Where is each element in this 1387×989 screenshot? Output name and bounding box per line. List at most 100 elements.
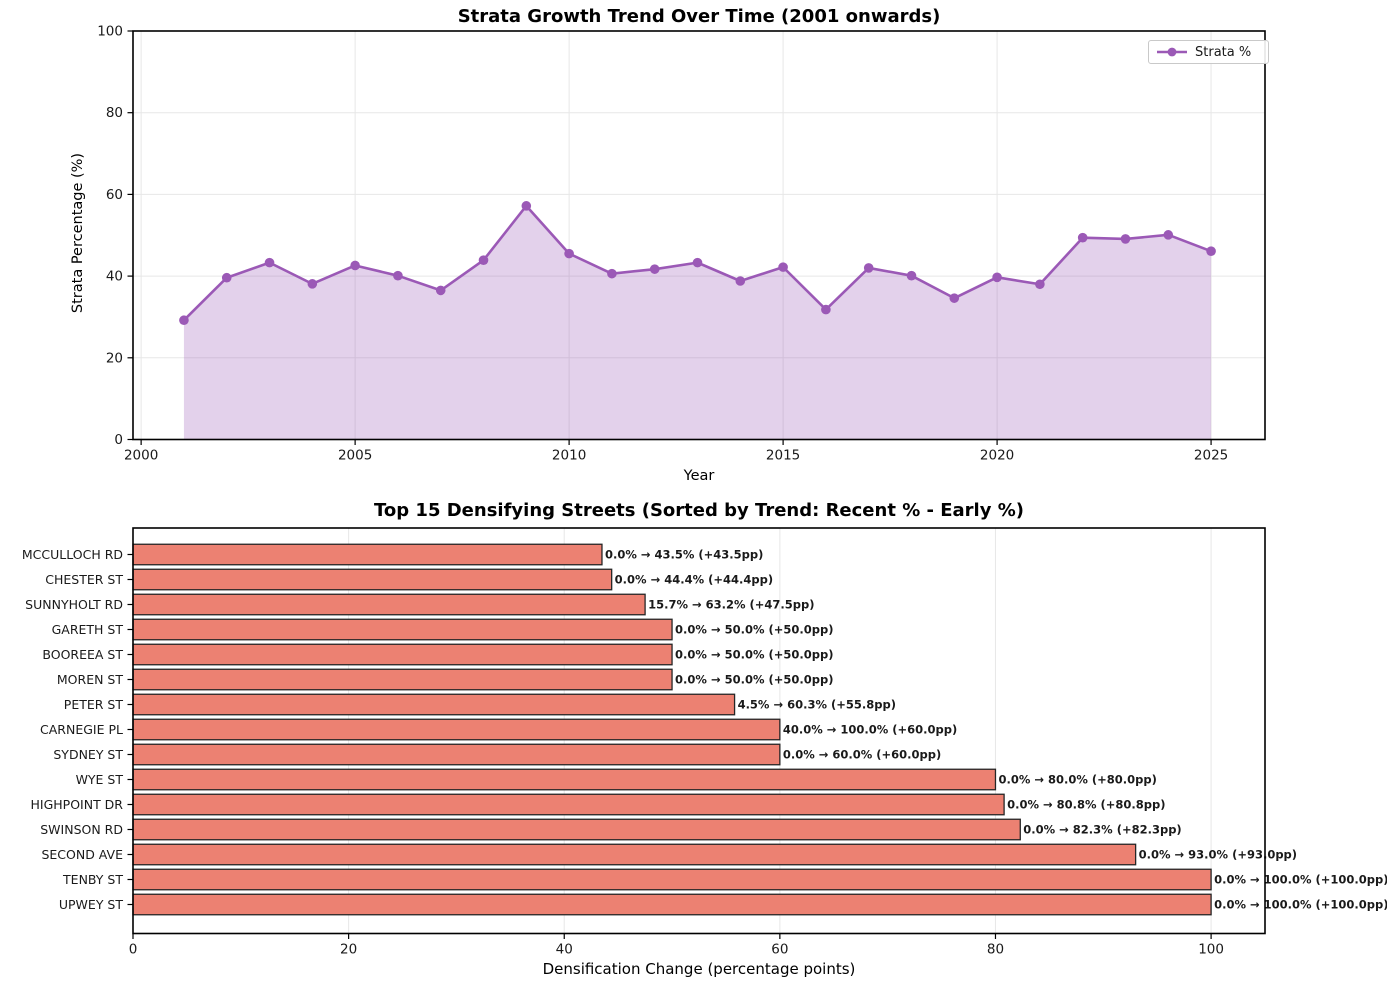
axes-frame (132, 30, 1266, 441)
bar (132, 693, 736, 716)
line-chart-title: Strata Growth Trend Over Time (2001 onwa… (457, 6, 941, 27)
category-label: UPWEY ST (59, 897, 123, 912)
x-tick-label: 60 (771, 942, 788, 958)
category-label: CHESTER ST (45, 572, 123, 587)
line-chart-ylabel: Strata Percentage (%) (70, 152, 86, 314)
y-tick-label: 80 (106, 105, 123, 121)
x-tick-label: 0 (129, 942, 138, 958)
data-point-marker (692, 257, 703, 268)
data-point-marker (735, 276, 746, 286)
x-tick-label: 2000 (124, 448, 158, 464)
legend: Strata % (1148, 40, 1269, 64)
bar (132, 643, 673, 666)
bar (132, 718, 781, 741)
y-tick-label: 20 (106, 350, 123, 366)
data-point-marker (1077, 232, 1088, 243)
data-point-marker (521, 201, 532, 211)
data-point-marker (393, 270, 403, 281)
data-point-marker (564, 248, 574, 259)
bar (132, 768, 997, 791)
bar (132, 843, 1137, 866)
data-point-marker (821, 304, 831, 315)
bar-annotation: 0.0% → 44.4% (+44.4pp) (615, 573, 773, 587)
bar (132, 618, 673, 641)
bar-annotation: 0.0% → 93.0% (+93.0pp) (1139, 848, 1297, 862)
bar-annotation: 15.7% → 63.2% (+47.5pp) (648, 598, 814, 612)
bar-chart-xlabel: Densification Change (percentage points) (542, 960, 856, 978)
data-point-marker (1120, 234, 1131, 244)
data-point-marker (1035, 279, 1045, 290)
x-tick-label: 100 (1198, 942, 1224, 958)
data-point-marker (221, 272, 232, 283)
category-label: GARETH ST (52, 622, 124, 637)
bar-annotation: 0.0% → 60.0% (+60.0pp) (783, 748, 941, 762)
legend-line-marker-icon (1157, 47, 1187, 57)
data-point-marker (607, 268, 617, 279)
data-point-marker (649, 264, 660, 274)
bar (132, 868, 1212, 891)
data-point-marker (307, 279, 318, 289)
x-tick-label: 2005 (338, 448, 372, 464)
category-label: MOREN ST (57, 672, 123, 687)
data-point-marker (1206, 246, 1216, 256)
category-label: CARNEGIE PL (40, 722, 123, 737)
data-point-marker (264, 257, 275, 268)
y-tick-label: 0 (114, 432, 123, 448)
bar-chart-title: Top 15 Densifying Streets (Sorted by Tre… (374, 500, 1024, 521)
bar (132, 593, 646, 616)
bar-annotation: 0.0% → 50.0% (+50.0pp) (675, 673, 833, 687)
x-tick-label: 2025 (1194, 448, 1228, 464)
data-point-marker (863, 263, 874, 273)
category-label: SYDNEY ST (53, 747, 123, 762)
line-chart-xlabel: Year (683, 468, 715, 484)
data-point-marker (179, 315, 189, 326)
x-tick-label: 80 (987, 942, 1004, 958)
bar-annotation: 0.0% → 43.5% (+43.5pp) (605, 548, 763, 562)
data-point-marker (949, 293, 960, 303)
bar (132, 568, 613, 591)
bar-annotation: 40.0% → 100.0% (+60.0pp) (783, 723, 957, 737)
legend-label: Strata % (1195, 44, 1252, 60)
bar (132, 543, 603, 566)
bar-annotation: 0.0% → 80.0% (+80.0pp) (998, 773, 1156, 787)
category-label: SWINSON RD (40, 822, 123, 837)
bar (132, 893, 1212, 916)
y-tick-label: 60 (106, 187, 123, 203)
area-fill (183, 205, 1212, 440)
data-point-marker (1163, 230, 1174, 240)
category-label: MCCULLOCH RD (22, 547, 123, 562)
bar-annotation: 0.0% → 80.8% (+80.8pp) (1007, 798, 1165, 812)
bar (132, 793, 1005, 816)
category-label: PETER ST (64, 697, 124, 712)
category-label: TENBY ST (62, 872, 123, 887)
y-tick-label: 100 (97, 24, 123, 40)
bar (132, 743, 781, 766)
data-point-marker (350, 260, 360, 271)
data-point-marker (906, 270, 917, 281)
category-label: BOOREEA ST (42, 647, 123, 662)
axes-frame (132, 527, 1266, 935)
category-label: SUNNYHOLT RD (25, 597, 123, 612)
bar-annotation: 4.5% → 60.3% (+55.8pp) (738, 698, 896, 712)
data-point-marker (435, 285, 446, 296)
data-point-marker (478, 255, 489, 265)
data-point-marker (992, 272, 1002, 283)
data-point-marker (778, 262, 788, 272)
category-label: SECOND AVE (41, 847, 123, 862)
x-tick-label: 20 (340, 942, 357, 958)
x-tick-label: 2020 (980, 448, 1014, 464)
category-label: HIGHPOINT DR (30, 797, 123, 812)
y-tick-label: 40 (106, 269, 123, 285)
bar-annotation: 0.0% → 82.3% (+82.3pp) (1023, 823, 1181, 837)
bar-annotation: 0.0% → 50.0% (+50.0pp) (675, 648, 833, 662)
bar-annotation: 0.0% → 100.0% (+100.0pp) (1214, 873, 1387, 887)
x-tick-label: 40 (556, 942, 573, 958)
category-label: WYE ST (76, 772, 124, 787)
bar-annotation: 0.0% → 50.0% (+50.0pp) (675, 623, 833, 637)
bar-annotation: 0.0% → 100.0% (+100.0pp) (1214, 898, 1387, 912)
x-tick-label: 2010 (552, 448, 586, 464)
bar (132, 668, 673, 691)
bar (132, 818, 1021, 841)
